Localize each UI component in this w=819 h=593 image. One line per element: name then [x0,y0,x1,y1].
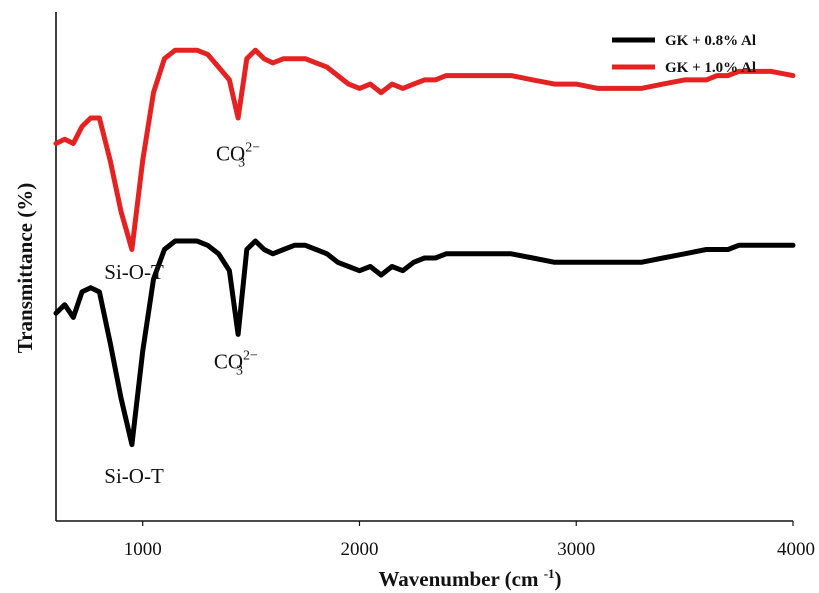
annotation-carbonate: CO2− 3 [216,140,260,170]
annotation-carbonate-base: CO [216,141,245,165]
annotation-carbonate-subscript: 3 [236,363,243,378]
annotation-si-o-t: Si-O-T [104,464,164,488]
annotation-carbonate-subscript: 3 [238,155,245,170]
x-tick-label: 4000 [777,539,815,560]
x-axis-label-superscript: -1 [544,566,555,581]
y-axis-label: Transmittance (%) [13,183,37,354]
x-tick-label: 1000 [124,539,162,560]
annotation-carbonate-superscript: 2− [245,140,260,155]
legend: GK + 0.8% Al GK + 1.0% Al [612,33,756,76]
annotation-carbonate-superscript: 2− [243,348,258,363]
annotation-si-o-t: Si-O-T [104,260,164,284]
x-tick-label: 2000 [340,539,378,560]
series-lines [53,47,796,448]
annotation-carbonate-base: CO [214,349,243,373]
x-axis-label-close: ) [555,567,562,591]
series-line-gk-1-0-al [53,47,796,252]
annotation-carbonate: CO2− 3 [214,348,258,378]
x-axis-label-text: Wavenumber (cm [378,567,539,591]
x-tick-label: 3000 [557,539,595,560]
legend-label: GK + 1.0% Al [665,60,756,76]
x-axis-label: Wavenumber (cm -1) [378,566,561,591]
legend-label: GK + 0.8% Al [665,33,756,49]
series-line-gk-0-8-al [53,238,796,448]
x-tick-labels: 1000 2000 3000 4000 [124,521,815,560]
